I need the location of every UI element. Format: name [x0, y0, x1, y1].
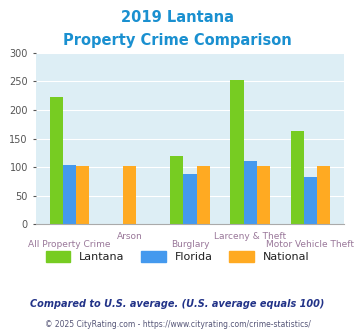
Bar [50, 97, 63, 224]
Bar [230, 80, 244, 224]
Text: All Property Crime: All Property Crime [28, 241, 111, 249]
Text: Property Crime Comparison: Property Crime Comparison [63, 33, 292, 48]
Bar [317, 166, 330, 224]
Bar [290, 131, 304, 224]
Bar [123, 166, 136, 224]
Bar [244, 161, 257, 224]
Text: Larceny & Theft: Larceny & Theft [214, 232, 286, 242]
Bar [304, 177, 317, 224]
Bar [170, 156, 183, 224]
Legend: Lantana, Florida, National: Lantana, Florida, National [41, 247, 314, 267]
Bar [183, 174, 197, 224]
Text: Motor Vehicle Theft: Motor Vehicle Theft [267, 241, 354, 249]
Bar [63, 165, 76, 224]
Text: 2019 Lantana: 2019 Lantana [121, 10, 234, 25]
Bar [197, 166, 210, 224]
Text: © 2025 CityRating.com - https://www.cityrating.com/crime-statistics/: © 2025 CityRating.com - https://www.city… [45, 320, 310, 329]
Text: Arson: Arson [117, 232, 143, 242]
Bar [76, 166, 89, 224]
Text: Compared to U.S. average. (U.S. average equals 100): Compared to U.S. average. (U.S. average … [30, 299, 325, 309]
Bar [257, 166, 270, 224]
Text: Burglary: Burglary [171, 241, 209, 249]
